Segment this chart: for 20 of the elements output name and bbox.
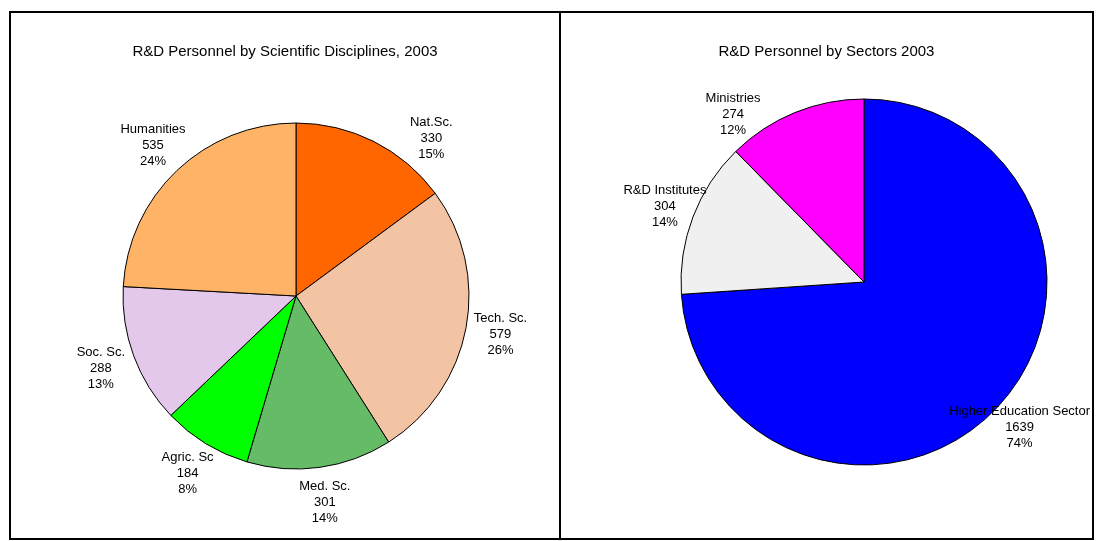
chart-title: R&D Personnel by Scientific Disciplines, 2003 <box>132 42 438 59</box>
data-label: 535 24% <box>139 136 167 168</box>
slice-label: Nat.Sc. <box>409 114 453 129</box>
slice-label: R&D Institutes <box>623 182 707 198</box>
slice-label: Tech. Sc. <box>473 310 528 326</box>
data-label: 274 12% <box>720 106 747 137</box>
data-label: 579 26% <box>487 326 514 358</box>
slice-label: Soc. Sc. <box>76 344 126 360</box>
data-label: 184 8% <box>176 465 199 497</box>
chart-title: R&D Personnel by Sectors 2003 <box>718 42 935 59</box>
slice-label: Humanities <box>120 120 186 136</box>
data-label: 304 14% <box>651 198 679 230</box>
slice-label: Med. Sc. <box>299 478 351 493</box>
data-label: 288 13% <box>87 360 115 392</box>
data-label: 301 14% <box>311 494 339 525</box>
data-label: 1639 74% <box>1005 419 1035 451</box>
slice-label: Agric. Sc <box>161 449 215 465</box>
slice-label: Ministries <box>705 90 761 105</box>
data-label: 330 15% <box>418 130 445 161</box>
slice-label: Higher Education Sector <box>949 403 1091 419</box>
